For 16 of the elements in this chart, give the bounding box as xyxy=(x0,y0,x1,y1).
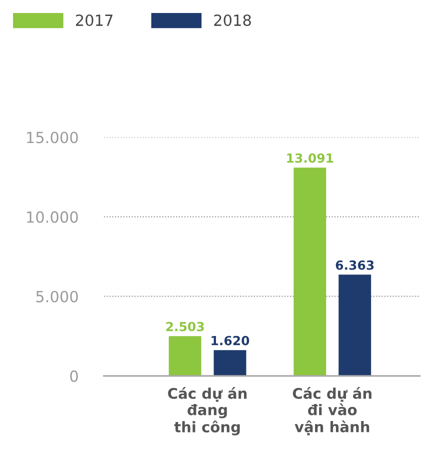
bar xyxy=(168,336,202,376)
legend-label: 2018 xyxy=(214,14,251,26)
legend-label: 2017 xyxy=(76,14,112,26)
y-tick-label: 10.000 xyxy=(27,211,78,223)
y-tick-label: 0 xyxy=(70,370,78,382)
x-tick-label: Các dự án đang thi công xyxy=(168,387,247,436)
data-label: 6.363 xyxy=(336,260,374,270)
x-tick-label: Các dự án đi vào vận hành xyxy=(292,387,372,436)
y-tick-label: 5.000 xyxy=(36,290,78,302)
data-label: 1.620 xyxy=(212,336,250,346)
y-tick-label: 15.000 xyxy=(27,132,78,144)
data-label: 13.091 xyxy=(287,153,334,163)
data-label: 2.503 xyxy=(166,322,204,332)
bar xyxy=(214,350,246,376)
bar xyxy=(338,274,372,376)
bar xyxy=(294,168,326,376)
